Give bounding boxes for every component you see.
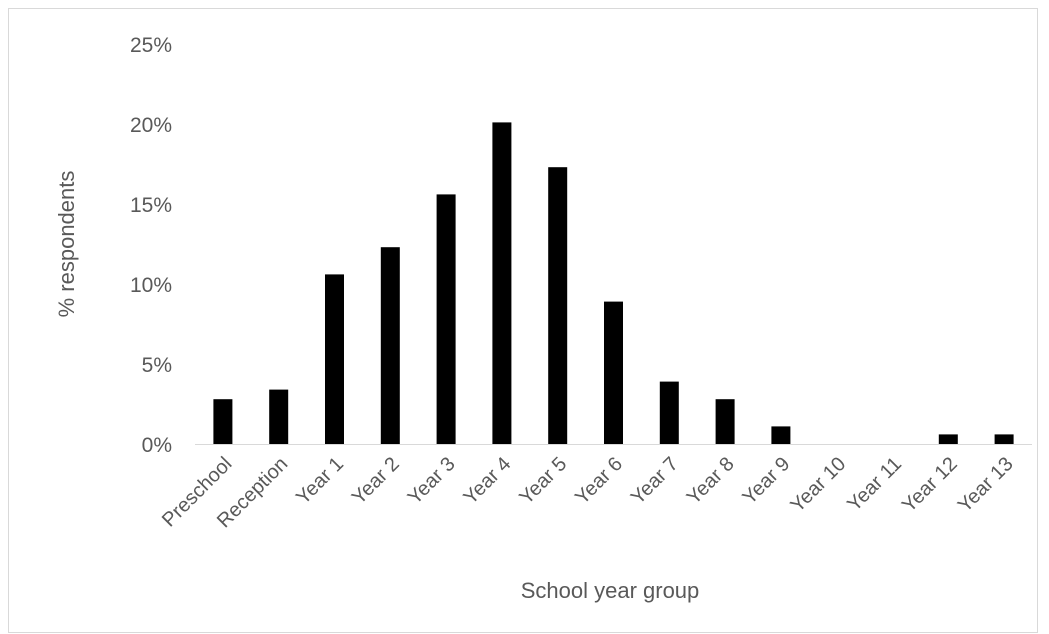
y-axis-ticks: 0% 5% 10% 15% 20% 25%	[130, 34, 172, 457]
bar	[715, 399, 735, 444]
y-tick-label: 15%	[130, 194, 172, 217]
bar	[325, 274, 344, 444]
x-tick-label: Year 2	[348, 453, 404, 509]
x-tick-label: Year 5	[515, 453, 571, 509]
x-tick-label: Year 6	[571, 453, 627, 509]
y-tick-label: 20%	[130, 114, 172, 137]
x-tick-label: Year 7	[627, 453, 683, 509]
x-tick-label: Year 13	[954, 453, 1018, 517]
y-tick-label: 0%	[142, 434, 172, 457]
x-axis-label: School year group	[521, 578, 700, 603]
x-tick-label: Year 12	[898, 453, 962, 517]
chart-frame	[8, 8, 1038, 633]
bar	[604, 301, 623, 444]
bar	[994, 434, 1014, 444]
y-tick-label: 25%	[130, 34, 172, 57]
x-tick-label: Year 8	[683, 453, 739, 509]
bar	[213, 399, 233, 444]
bar	[492, 122, 512, 445]
x-tick-label: Year 10	[786, 453, 850, 517]
y-tick-label: 10%	[130, 274, 172, 297]
y-tick-label: 5%	[142, 354, 172, 377]
x-tick-label: Year 11	[843, 453, 906, 516]
bar	[771, 426, 791, 444]
y-axis-label: % respondents	[54, 171, 79, 318]
bar	[436, 194, 456, 444]
bar	[269, 389, 289, 444]
bar	[938, 434, 958, 444]
x-tick-label: Year 3	[404, 453, 460, 509]
x-tick-label: Year 4	[460, 453, 516, 509]
bars	[213, 122, 1014, 445]
bar	[380, 247, 400, 444]
x-tick-label: Year 1	[292, 453, 348, 509]
bar	[548, 167, 568, 444]
bar	[659, 381, 679, 444]
